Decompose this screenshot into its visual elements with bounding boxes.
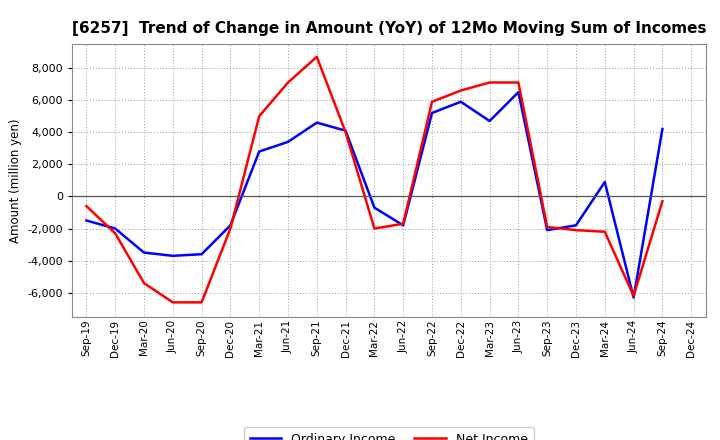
Net Income [111, 231, 120, 236]
Net Income [312, 54, 321, 59]
Net Income [284, 80, 292, 85]
Net Income [341, 130, 350, 135]
Net Income [226, 226, 235, 231]
Ordinary Income [456, 99, 465, 104]
Title: [6257]  Trend of Change in Amount (YoY) of 12Mo Moving Sum of Incomes: [6257] Trend of Change in Amount (YoY) o… [71, 21, 706, 36]
Net Income [140, 280, 148, 286]
Net Income [572, 227, 580, 233]
Ordinary Income [600, 180, 609, 185]
Net Income [600, 229, 609, 235]
Net Income [82, 203, 91, 209]
Ordinary Income [543, 227, 552, 233]
Line: Ordinary Income: Ordinary Income [86, 92, 662, 297]
Net Income [658, 198, 667, 204]
Ordinary Income [284, 139, 292, 144]
Net Income [456, 88, 465, 93]
Ordinary Income [197, 252, 206, 257]
Ordinary Income [514, 89, 523, 95]
Y-axis label: Amount (million yen): Amount (million yen) [9, 118, 22, 242]
Ordinary Income [399, 223, 408, 228]
Ordinary Income [629, 295, 638, 300]
Net Income [370, 226, 379, 231]
Ordinary Income [485, 118, 494, 124]
Ordinary Income [428, 110, 436, 116]
Net Income [514, 80, 523, 85]
Ordinary Income [168, 253, 177, 258]
Ordinary Income [572, 223, 580, 228]
Net Income [399, 221, 408, 226]
Ordinary Income [226, 223, 235, 228]
Line: Net Income: Net Income [86, 57, 662, 302]
Ordinary Income [312, 120, 321, 125]
Net Income [485, 80, 494, 85]
Ordinary Income [140, 250, 148, 255]
Legend: Ordinary Income, Net Income: Ordinary Income, Net Income [244, 427, 534, 440]
Ordinary Income [341, 128, 350, 133]
Net Income [197, 300, 206, 305]
Ordinary Income [370, 205, 379, 210]
Net Income [543, 224, 552, 230]
Net Income [168, 300, 177, 305]
Ordinary Income [658, 126, 667, 132]
Net Income [629, 293, 638, 299]
Ordinary Income [255, 149, 264, 154]
Ordinary Income [111, 226, 120, 231]
Net Income [428, 99, 436, 104]
Ordinary Income [82, 218, 91, 223]
Net Income [255, 114, 264, 119]
